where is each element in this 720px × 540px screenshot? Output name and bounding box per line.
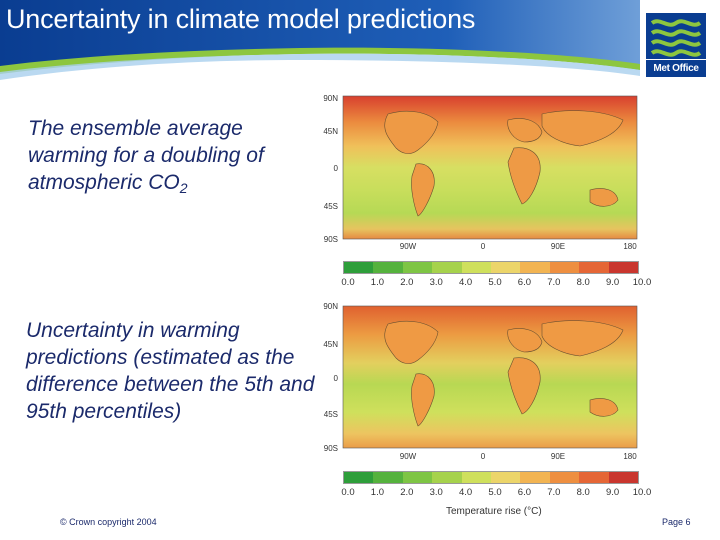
lat-label: 90N [323, 302, 338, 311]
colorbar-swatch [402, 472, 433, 483]
colorbar-swatch [549, 472, 580, 483]
colorbar-tick-label: 9.0 [605, 487, 620, 498]
waves-icon [646, 13, 706, 59]
lon-label: 90W [400, 242, 417, 251]
colorbar-swatch [608, 472, 638, 483]
logo-brand-text: Met Office [646, 60, 706, 77]
colorbar-swatch [579, 472, 609, 483]
colorbar-tick-label: 4.0 [458, 487, 473, 498]
colorbar-swatch [373, 472, 403, 483]
colorbar-tick-label: 10.0 [632, 277, 652, 288]
colorbar-labels-ensemble: 0.0 1.0 2.0 3.0 4.0 5.0 6.0 7.0 8.0 9.0 … [333, 277, 653, 289]
colorbar-tick-label: 5.0 [488, 277, 502, 288]
colorbar-tick-label: 7.0 [547, 487, 561, 498]
colorbar-tick-label: 7.0 [547, 277, 561, 288]
colorbar-tick-label: 8.0 [576, 277, 590, 288]
colorbar-swatch [520, 262, 550, 273]
page-title: Uncertainty in climate model predictions [6, 4, 476, 34]
header-bar: Uncertainty in climate model predictions… [0, 0, 720, 92]
page-number: Page 6 [662, 517, 691, 527]
lon-label: 90E [551, 452, 565, 461]
colorbar-uncertainty [343, 471, 639, 484]
header-swoosh [0, 0, 640, 80]
colorbar-labels-uncertainty: 0.0 1.0 2.0 3.0 4.0 5.0 6.0 7.0 8.0 9.0 … [333, 487, 653, 499]
colorbar-swatch [549, 262, 580, 273]
ensemble-description: The ensemble average warming for a doubl… [28, 115, 318, 202]
colorbar-swatch [344, 262, 374, 273]
lat-label: 45N [323, 340, 338, 349]
colorbar-tick-label: 8.0 [576, 487, 590, 498]
lat-label: 90N [323, 94, 338, 103]
colorbar-tick-label: 5.0 [488, 487, 502, 498]
colorbar-swatch [432, 472, 462, 483]
uncertainty-map: 90N 45N 0 45S 90S 90W 0 90E 180 [323, 302, 638, 461]
colorbar-swatch [490, 262, 521, 273]
colorbar-tick-label: 1.0 [370, 277, 384, 288]
lat-label: 45S [324, 410, 338, 419]
colorbar-ensemble [343, 261, 639, 274]
colorbar-tick-label: 1.0 [370, 487, 384, 498]
colorbar-swatch [490, 472, 521, 483]
lat-label: 45N [323, 127, 338, 136]
colorbar-tick-label: 3.0 [429, 487, 443, 498]
colorbar-swatch [344, 472, 374, 483]
lon-label: 0 [481, 452, 486, 461]
colorbar-tick-label: 10.0 [632, 487, 652, 498]
colorbar-swatch [461, 472, 491, 483]
colorbar-swatch [373, 262, 403, 273]
colorbar-swatch [402, 262, 433, 273]
lat-label: 90S [324, 444, 338, 453]
lon-label: 180 [623, 242, 637, 251]
colorbar-swatch [608, 262, 638, 273]
colorbar-swatch [579, 262, 609, 273]
colorbar-tick-label: 2.0 [400, 487, 414, 498]
colorbar-tick-label: 3.0 [429, 277, 443, 288]
colorbar-tick-label: 6.0 [517, 277, 531, 288]
colorbar-tick-label: 0.0 [341, 487, 355, 498]
lat-label: 45S [324, 202, 338, 211]
colorbar-tick-label: 4.0 [458, 277, 473, 288]
colorbar-tick-label: 2.0 [400, 277, 414, 288]
lat-label: 90S [324, 235, 338, 244]
lon-label: 0 [481, 242, 486, 251]
colorbar-unit-label: Temperature rise (°C) [446, 506, 542, 517]
continents [384, 320, 624, 427]
lon-label: 90W [400, 452, 417, 461]
lon-label: 90E [551, 242, 565, 251]
ensemble-warming-map: 90N 45N 0 45S 90S 90W 0 90E 180 [323, 94, 638, 251]
colorbar-tick-label: 0.0 [341, 277, 355, 288]
ensemble-description-text: The ensemble average warming for a doubl… [28, 117, 264, 194]
lat-label: 0 [334, 164, 339, 173]
colorbar-tick-label: 9.0 [605, 277, 620, 288]
co2-subscript: 2 [179, 180, 188, 196]
lat-label: 0 [334, 374, 339, 383]
uncertainty-description: Uncertainty in warming predictions (esti… [26, 319, 315, 423]
colorbar-swatch [461, 262, 491, 273]
colorbar-swatch [432, 262, 462, 273]
colorbar-swatch [520, 472, 550, 483]
copyright-notice: © Crown copyright 2004 [60, 517, 157, 527]
colorbar-tick-label: 6.0 [517, 487, 531, 498]
continents [384, 110, 624, 217]
lon-label: 180 [623, 452, 637, 461]
met-office-logo: Met Office [646, 13, 706, 77]
